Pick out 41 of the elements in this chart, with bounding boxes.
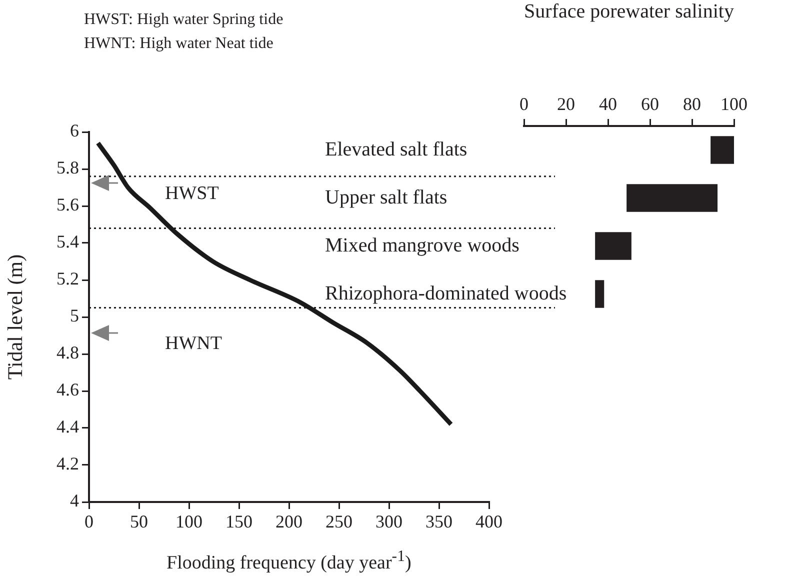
x-tick-label: 60 xyxy=(641,94,659,114)
x-tick-label: 100 xyxy=(720,94,748,114)
y-tick-label: 4.6 xyxy=(56,380,79,400)
x-tick-label: 0 xyxy=(84,512,94,532)
bar xyxy=(595,232,632,260)
text: HWST: High water Spring tide xyxy=(84,10,284,30)
x-tick-label: 150 xyxy=(226,512,252,532)
x-tick-label: 80 xyxy=(683,94,701,114)
x-tick-label: 250 xyxy=(326,512,352,532)
y-tick-label: 6 xyxy=(70,120,79,141)
annotation: HWST xyxy=(165,183,219,204)
annotation: HWNT xyxy=(165,333,222,354)
x-tick-label: 300 xyxy=(376,512,402,532)
y-tick-label: 4.2 xyxy=(56,454,79,474)
y-axis-title: Tidal level (m) xyxy=(3,254,28,380)
y-tick-label: 4 xyxy=(70,490,79,511)
x-tick-label: 40 xyxy=(599,94,617,114)
y-tick-label: Rhizophora-dominated woods xyxy=(325,282,567,304)
y-tick-label: 4.4 xyxy=(56,416,79,437)
x-tick-label: 350 xyxy=(426,512,452,532)
x-tick-label: 20 xyxy=(557,94,575,114)
bar xyxy=(710,136,734,164)
x-tick-label: 400 xyxy=(476,512,502,532)
y-tick-label: 5.4 xyxy=(56,232,79,252)
text: HWNT: High water Neat tide xyxy=(84,34,274,54)
x-tick-label: 0 xyxy=(520,94,528,114)
y-tick-label: 5 xyxy=(70,306,79,326)
bar xyxy=(626,184,718,212)
y-tick-label: Mixed mangrove woods xyxy=(325,234,520,256)
x-tick-label: 50 xyxy=(130,512,148,532)
bar xyxy=(595,280,604,308)
y-tick-label: 5.8 xyxy=(56,158,79,178)
x-tick-label: 100 xyxy=(176,512,202,532)
y-tick-label: 4.8 xyxy=(56,342,79,363)
y-tick-label: Upper salt flats xyxy=(325,186,448,208)
y-tick-label: 5.2 xyxy=(56,268,79,289)
y-tick-label: 5.6 xyxy=(56,194,79,215)
x-tick-label: 200 xyxy=(276,512,302,532)
y-tick-label: Elevated salt flats xyxy=(325,138,468,160)
x-axis-title: Flooding frequency (day year$^{-1}$) xyxy=(166,548,412,574)
x-axis-title: Surface porewater salinity xyxy=(524,0,734,22)
